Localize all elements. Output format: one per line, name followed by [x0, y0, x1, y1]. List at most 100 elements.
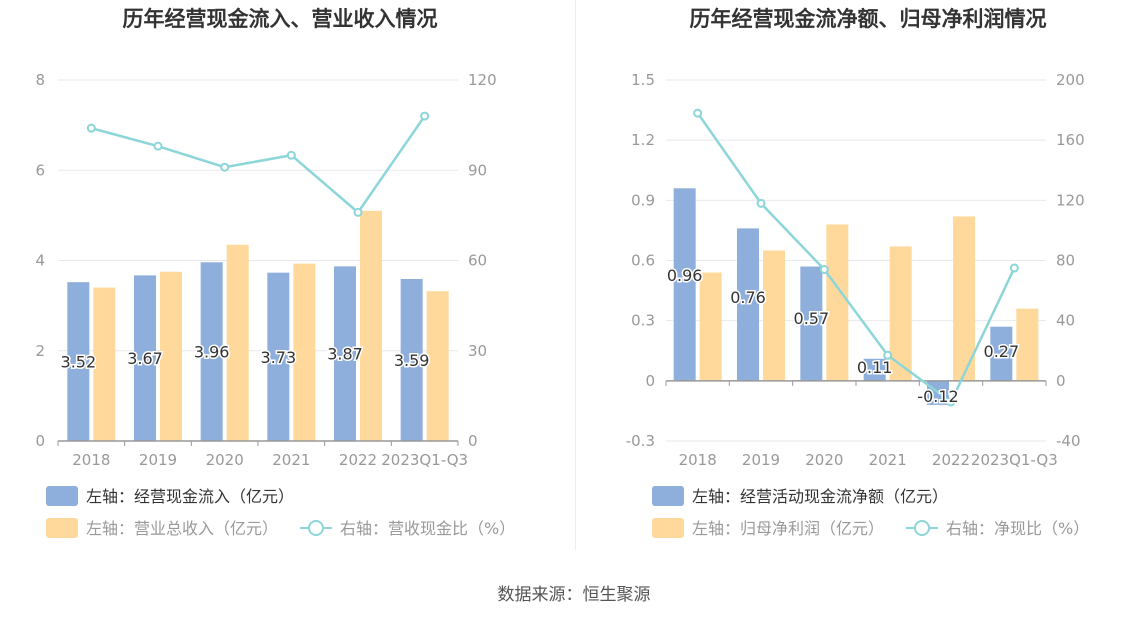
left-axis-tick-label: 8: [35, 71, 45, 89]
bar-data-label: 3.67: [127, 349, 163, 368]
bar-data-label: 3.59: [394, 351, 430, 370]
legend-cash-flow-label: 左轴：经营现金流入（亿元）: [86, 487, 294, 506]
x-axis-category-label: 2020: [206, 451, 244, 469]
revenue-bar: [763, 250, 785, 381]
ratio-line: [696, 112, 1016, 404]
x-axis-category-label: 2021: [272, 451, 310, 469]
left-axis-tick-label: -0.3: [626, 432, 655, 450]
cash-flow-bar: [990, 326, 1013, 381]
revenue-bar: [426, 291, 449, 441]
ratio-point: [756, 198, 766, 208]
right-axis-tick-label: 90: [468, 161, 487, 179]
x-axis-category-label: 2020: [805, 451, 843, 469]
revenue-bar: [226, 244, 249, 441]
legend-cash-flow-swatch: [652, 486, 684, 506]
revenue-bar: [826, 224, 849, 381]
right-axis-tick-label: 30: [468, 342, 487, 360]
right-axis-tick-label: 60: [468, 252, 487, 270]
bar-data-label: 0.96: [667, 266, 703, 285]
left-chart-panel: 历年经营现金流入、营业收入情况 0 2 4 6 8 0 30 60 90 120 2018 2019 20…: [0, 0, 574, 560]
legend-ratio-label: 右轴：净现比（%）: [946, 519, 1089, 538]
cash-flow-bar: [267, 272, 290, 441]
bar-data-label: 3.87: [327, 345, 363, 364]
bar-data-label: 0.11: [857, 358, 893, 377]
bar-data-label: 0.27: [984, 342, 1020, 361]
cash-flow-bar: [673, 188, 696, 381]
left-axis-tick-label: 6: [35, 161, 45, 179]
ratio-line: [91, 115, 426, 215]
bar-data-label: 3.96: [194, 343, 230, 362]
ratio-point: [420, 111, 430, 121]
ratio-point: [153, 141, 163, 151]
ratio-point: [353, 207, 363, 217]
left-axis-tick-label: 0: [645, 372, 655, 390]
revenue-bar: [953, 216, 975, 381]
ratio-point: [819, 265, 829, 275]
right-axis-tick-label: 0: [468, 432, 478, 450]
ratio-point: [86, 123, 96, 133]
legend-revenue-swatch: [46, 518, 78, 538]
x-axis-category-label: 2018: [72, 451, 110, 469]
right-axis-tick-label: 160: [1056, 131, 1085, 149]
left-axis-tick-label: 0.3: [631, 312, 655, 330]
cash-flow-bar: [134, 275, 156, 441]
left-axis-tick-label: 1.5: [631, 71, 655, 89]
cash-flow-bar: [863, 358, 886, 381]
right-axis-tick-label: -40: [1056, 432, 1081, 450]
right-axis-tick-label: 40: [1056, 312, 1075, 330]
ratio-point: [693, 108, 703, 118]
right-axis-tick-label: 120: [468, 71, 497, 89]
legend-cash-flow-label: 左轴：经营活动现金流净额（亿元）: [692, 487, 948, 506]
x-axis-category-label: 2023Q1-Q3: [971, 451, 1058, 469]
ratio-point: [1009, 263, 1019, 273]
ratio-point: [946, 397, 956, 407]
x-axis-category-label: 2023Q1-Q3: [381, 451, 468, 469]
left-chart: 历年经营现金流入、营业收入情况 0 2 4 6 8 0 30 60 90 120 2018 2019 20…: [35, 7, 515, 538]
left-axis-tick-label: 0: [35, 432, 45, 450]
legend-cash-flow-swatch: [46, 486, 78, 506]
right-axis-tick-label: 200: [1056, 71, 1085, 89]
left-axis-tick-label: 0.9: [631, 191, 655, 209]
x-axis-category-label: 2022: [932, 451, 970, 469]
x-axis-category-label: 2019: [742, 451, 780, 469]
legend-revenue-swatch: [652, 518, 684, 538]
x-axis-category-label: 2022: [339, 451, 377, 469]
cash-flow-bar: [200, 262, 223, 441]
revenue-bar: [160, 271, 182, 441]
bar-data-label: -0.12: [917, 387, 958, 406]
right-axis-tick-label: 0: [1056, 372, 1066, 390]
revenue-bar: [93, 287, 116, 441]
legend-ratio-marker: [914, 520, 930, 536]
revenue-bar: [293, 263, 316, 441]
revenue-bar: [360, 210, 382, 441]
revenue-bar: [699, 272, 722, 381]
chart-title: 历年经营现金流入、营业收入情况: [123, 7, 438, 31]
bar-data-label: 3.52: [61, 353, 97, 372]
data-source-label: 数据来源：恒生聚源: [497, 585, 651, 605]
bar-data-label: 0.76: [730, 288, 766, 307]
revenue-bar: [1016, 308, 1039, 381]
ratio-point: [286, 150, 296, 160]
left-axis-tick-label: 1.2: [631, 131, 655, 149]
cash-flow-bar: [737, 228, 759, 381]
right-chart-panel: 历年经营现金流净额、归母净利润情况 -0.3 0 0.3 0.6 0.9 1.2 1.5 -40…: [574, 0, 1148, 560]
x-axis-category-label: 2019: [139, 451, 177, 469]
cash-flow-bar: [334, 266, 356, 441]
left-axis-tick-label: 2: [35, 342, 45, 360]
x-axis-category-label: 2018: [679, 451, 717, 469]
cash-flow-bar: [800, 266, 823, 381]
left-axis-tick-label: 0.6: [631, 252, 655, 270]
chart-title: 历年经营现金流净额、归母净利润情况: [690, 7, 1047, 31]
right-axis-tick-label: 120: [1056, 191, 1085, 209]
panel-divider: [575, 0, 576, 550]
x-axis-category-label: 2021: [869, 451, 907, 469]
bar-data-label: 0.57: [794, 309, 830, 328]
revenue-bar: [889, 246, 912, 381]
bar-data-label: 3.73: [261, 348, 297, 367]
right-chart: 历年经营现金流净额、归母净利润情况 -0.3 0 0.3 0.6 0.9 1.2 1.5 -40…: [626, 7, 1089, 538]
ratio-point: [883, 350, 893, 360]
legend-ratio-marker: [308, 520, 324, 536]
legend-revenue-label: 左轴：营业总收入（亿元）: [86, 519, 278, 538]
left-axis-tick-label: 4: [35, 252, 45, 270]
legend-ratio-label: 右轴：营收现金比（%）: [340, 519, 515, 538]
